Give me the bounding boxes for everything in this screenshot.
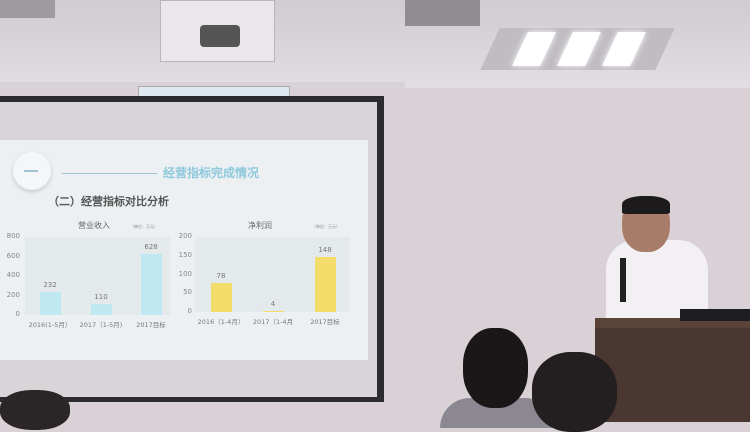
ceiling-vent xyxy=(0,0,55,18)
podium-top xyxy=(595,318,750,328)
y-tick-label: 100 xyxy=(178,269,192,278)
y-tick-label: 50 xyxy=(183,288,192,297)
x-tick-label: 2017（1-5月) xyxy=(79,321,123,329)
y-tick-label: 0 xyxy=(15,310,20,318)
y-tick-label: 400 xyxy=(6,271,20,279)
chart-title: 净利润 xyxy=(248,221,272,230)
bar xyxy=(314,256,336,312)
bar xyxy=(140,253,162,315)
bar xyxy=(90,304,112,315)
audience-head xyxy=(463,328,528,408)
data-label: 110 xyxy=(94,293,108,302)
y-tick-label: 600 xyxy=(6,251,20,260)
podium xyxy=(595,318,750,422)
chart-unit: （单位：万元） xyxy=(130,224,158,229)
audience-head xyxy=(532,352,617,432)
chart-title: 营业收入 xyxy=(78,221,110,230)
x-tick-label: 2017目标 xyxy=(136,321,166,329)
speaker-hair xyxy=(622,196,670,214)
audience-head xyxy=(0,390,70,430)
y-tick-label: 200 xyxy=(178,232,192,240)
x-tick-label: 2016(1-5月） xyxy=(28,321,72,329)
ceiling-vent xyxy=(405,0,480,26)
projector-lens xyxy=(200,25,240,47)
laptop xyxy=(680,309,750,321)
x-tick-label: 2016（1-4月） xyxy=(197,318,245,326)
data-label: 78 xyxy=(216,271,226,280)
data-label: 628 xyxy=(144,242,158,251)
ceiling-light xyxy=(480,28,675,70)
chart-unit: （单位：万元） xyxy=(312,224,340,229)
x-tick-label: 2017目标 xyxy=(310,318,340,326)
y-tick-label: 0 xyxy=(187,307,192,315)
title-line xyxy=(62,173,157,174)
bar xyxy=(39,292,61,315)
data-label: 148 xyxy=(318,245,332,254)
bar xyxy=(210,282,232,312)
x-tick-label: 2017（1-4月 xyxy=(252,318,294,326)
bar xyxy=(262,310,284,312)
y-tick-label: 150 xyxy=(178,250,192,259)
y-tick-label: 200 xyxy=(6,290,20,299)
slide-title: 经营指标完成情况 xyxy=(163,166,260,180)
section-number xyxy=(24,170,38,172)
data-label: 4 xyxy=(270,299,276,308)
slide-subtitle: （二）经营指标对比分析 xyxy=(48,195,169,208)
microphone xyxy=(620,258,626,302)
data-label: 232 xyxy=(43,281,57,290)
y-tick-label: 800 xyxy=(6,232,20,240)
